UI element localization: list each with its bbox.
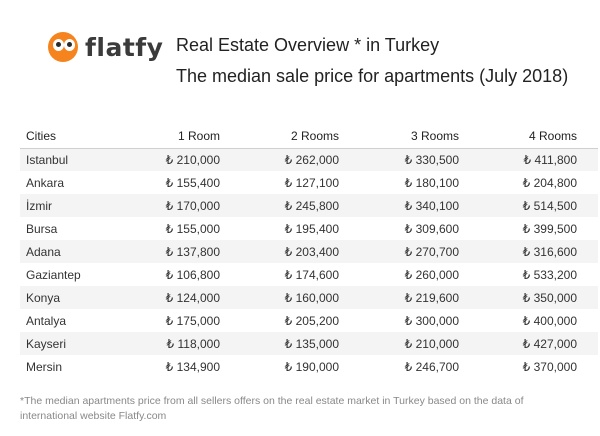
price-table: Cities 1 Room 2 Rooms 3 Rooms 4 Rooms Istanb… <box>20 125 598 378</box>
table-header-row: Cities 1 Room 2 Rooms 3 Rooms 4 Rooms <box>20 125 598 148</box>
price-cell: ₺ 427,000 <box>522 336 577 351</box>
header: flatfy Real Estate Overview * in Turkey … <box>0 0 600 110</box>
table-row: İzmir ₺ 170,000 ₺ 245,800 ₺ 340,100 ₺ 514,50… <box>20 194 598 217</box>
price-cell: ₺ 219,600 <box>404 290 459 305</box>
column-header: Cities <box>26 128 57 143</box>
owl-eyes-icon <box>48 32 78 62</box>
price-cell: ₺ 160,000 <box>284 290 339 305</box>
price-cell: ₺ 309,600 <box>404 221 459 236</box>
city-name-cell: Istanbul <box>26 152 69 167</box>
footnote: *The median apartments price from all se… <box>20 395 524 422</box>
price-cell: ₺ 204,800 <box>522 175 577 190</box>
page-title: Real Estate Overview * in Turkey <box>176 35 440 55</box>
flatfy-logo[interactable]: flatfy <box>48 32 163 62</box>
price-cell: ₺ 155,000 <box>165 221 220 236</box>
price-cell: ₺ 262,000 <box>284 152 339 167</box>
price-cell: ₺ 118,000 <box>166 336 220 351</box>
left-eye <box>53 39 64 51</box>
right-eye <box>64 39 75 51</box>
table-row: Istanbul ₺ 210,000 ₺ 262,000 ₺ 330,500 ₺ 411… <box>20 148 598 171</box>
price-cell: ₺ 350,000 <box>522 290 577 305</box>
price-cell: ₺ 135,000 <box>284 336 339 351</box>
table-body: Istanbul ₺ 210,000 ₺ 262,000 ₺ 330,500 ₺ 411… <box>20 148 598 378</box>
price-table-container: Cities 1 Room 2 Rooms 3 Rooms 4 Rooms Istanb… <box>20 125 598 378</box>
price-cell: ₺ 370,000 <box>522 359 577 374</box>
price-cell: ₺ 400,000 <box>522 313 577 328</box>
city-name-cell: Mersin <box>26 359 63 374</box>
price-cell: ₺ 175,000 <box>165 313 220 328</box>
price-cell: ₺ 170,000 <box>165 198 220 213</box>
table-row: Bursa ₺ 155,000 ₺ 195,400 ₺ 309,600 ₺ 399,50… <box>20 217 598 240</box>
price-cell: ₺ 195,400 <box>284 221 339 236</box>
price-cell: ₺ 203,400 <box>284 244 339 259</box>
logo-text: flatfy <box>85 32 164 62</box>
city-name-cell: Adana <box>26 244 61 259</box>
table-row: Gaziantep ₺ 106,800 ₺ 174,600 ₺ 260,000 ₺ 53… <box>20 263 598 286</box>
price-cell: ₺ 127,100 <box>284 175 339 190</box>
price-cell: ₺ 155,400 <box>165 175 220 190</box>
column-header: 2 Rooms <box>290 128 339 143</box>
table-row: Kayseri ₺ 118,000 ₺ 135,000 ₺ 210,000 ₺ 427,… <box>20 332 598 355</box>
price-cell: ₺ 316,600 <box>522 244 577 259</box>
price-cell: ₺ 330,500 <box>404 152 459 167</box>
price-cell: ₺ 246,700 <box>404 359 459 374</box>
price-cell: ₺ 300,000 <box>404 313 459 328</box>
price-cell: ₺ 533,200 <box>522 267 577 282</box>
city-name-cell: Gaziantep <box>26 267 81 282</box>
column-header: 4 Rooms <box>528 128 577 143</box>
price-cell: ₺ 245,800 <box>284 198 339 213</box>
price-cell: ₺ 174,600 <box>284 267 339 282</box>
price-cell: ₺ 411,800 <box>523 152 577 167</box>
city-name-cell: İzmir <box>26 198 52 213</box>
table-row: Adana ₺ 137,800 ₺ 203,400 ₺ 270,700 ₺ 316,60… <box>20 240 598 263</box>
city-name-cell: Kayseri <box>26 336 67 351</box>
price-cell: ₺ 180,100 <box>404 175 459 190</box>
city-name-cell: Konya <box>26 290 61 305</box>
city-name-cell: Antalya <box>26 313 67 328</box>
city-name-cell: Ankara <box>26 175 65 190</box>
price-cell: ₺ 190,000 <box>284 359 339 374</box>
table-row: Ankara ₺ 155,400 ₺ 127,100 ₺ 180,100 ₺ 204,8… <box>20 171 598 194</box>
price-cell: ₺ 210,000 <box>404 336 459 351</box>
column-header: 1 Room <box>177 128 220 143</box>
price-cell: ₺ 399,500 <box>522 221 577 236</box>
table-row: Konya ₺ 124,000 ₺ 160,000 ₺ 219,600 ₺ 350,00… <box>20 286 598 309</box>
price-cell: ₺ 106,800 <box>165 267 220 282</box>
price-cell: ₺ 134,900 <box>165 359 220 374</box>
page-subtitle: The median sale price for apartments (Ju… <box>176 66 569 86</box>
price-cell: ₺ 210,000 <box>165 152 220 167</box>
table-row: Antalya ₺ 175,000 ₺ 205,200 ₺ 300,000 ₺ 400,… <box>20 309 598 332</box>
price-cell: ₺ 340,100 <box>404 198 459 213</box>
price-cell: ₺ 260,000 <box>404 267 459 282</box>
price-cell: ₺ 514,500 <box>522 198 577 213</box>
city-name-cell: Bursa <box>26 221 58 236</box>
column-header: 3 Rooms <box>410 128 459 143</box>
price-cell: ₺ 205,200 <box>284 313 339 328</box>
price-cell: ₺ 137,800 <box>165 244 220 259</box>
table-row: Mersin ₺ 134,900 ₺ 190,000 ₺ 246,700 ₺ 370,0… <box>20 355 598 378</box>
price-cell: ₺ 124,000 <box>165 290 220 305</box>
price-cell: ₺ 270,700 <box>404 244 459 259</box>
